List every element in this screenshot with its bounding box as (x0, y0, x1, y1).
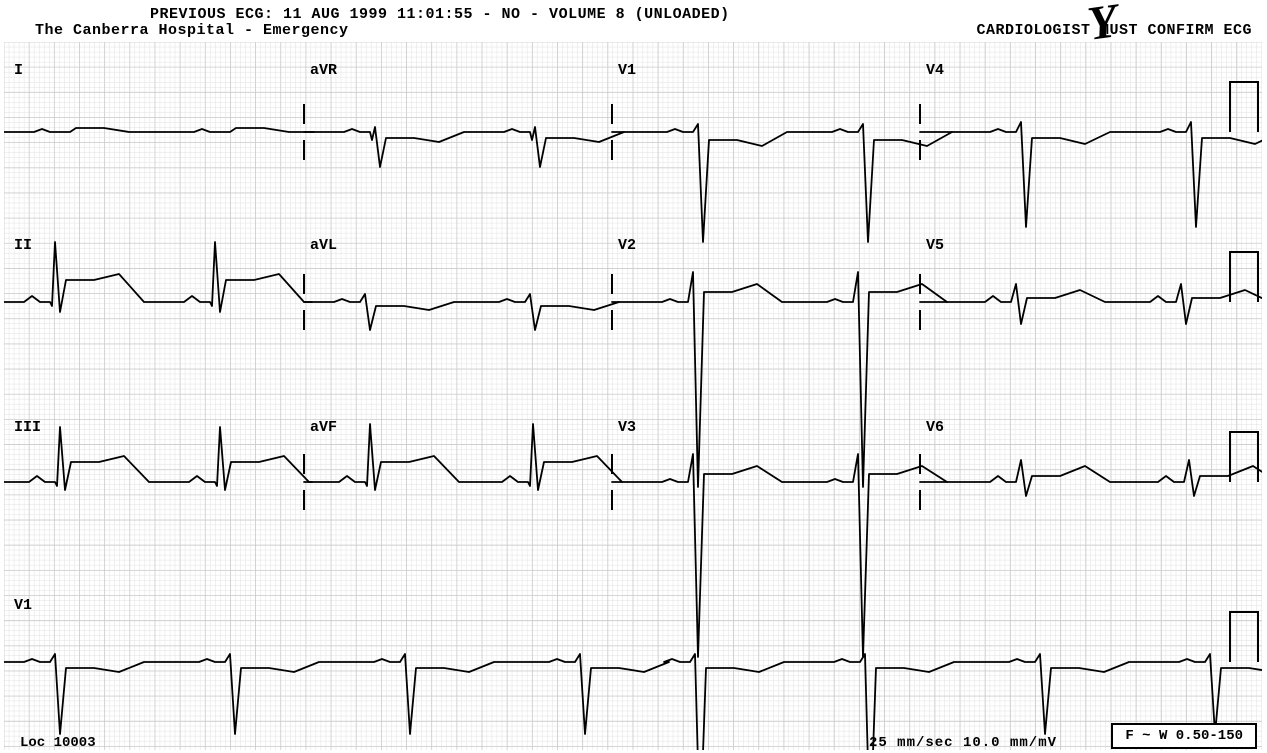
trace-V5 (920, 284, 1262, 324)
confirm-note: CARDIOLOGIST MUST CONFIRM ECG (976, 22, 1252, 39)
footer-filter-box: F ~ W 0.50-150 (1111, 723, 1257, 749)
lead-label-rhythm: V1 (14, 597, 32, 614)
trace-V2 (612, 272, 947, 487)
ecg-chart: IaVR V1 V4 II aVL V2 V5 III aVF V3 V6 V1 (4, 42, 1262, 750)
lead-label-aVR: aVR (310, 62, 337, 79)
lead-label-aVL: aVL (310, 237, 337, 254)
lead-label-III: III (14, 419, 41, 436)
trace-aVR (304, 127, 624, 167)
hospital-line: The Canberra Hospital - Emergency (35, 22, 349, 39)
grid (4, 42, 1262, 750)
lead-label-V6: V6 (926, 419, 944, 436)
previous-ecg-line: PREVIOUS ECG: 11 AUG 1999 11:01:55 - NO … (150, 6, 730, 23)
lead-label-V1: V1 (618, 62, 636, 79)
footer-loc: Loc 10003 (20, 735, 96, 751)
lead-label-I: I (14, 62, 23, 79)
lead-label-V4: V4 (926, 62, 944, 79)
lead-label-II: II (14, 237, 32, 254)
lead-labels: IaVR V1 V4 II aVL V2 V5 III aVF V3 V6 V1 (14, 62, 944, 614)
lead-label-V5: V5 (926, 237, 944, 254)
trace-aVF (304, 424, 622, 490)
lead-label-aVF: aVF (310, 419, 337, 436)
lead-label-V2: V2 (618, 237, 636, 254)
trace-I (4, 128, 314, 132)
trace-V6 (920, 460, 1262, 496)
lead-label-V3: V3 (618, 419, 636, 436)
footer-calibration: 25 mm/sec 10.0 mm/mV (869, 735, 1057, 751)
